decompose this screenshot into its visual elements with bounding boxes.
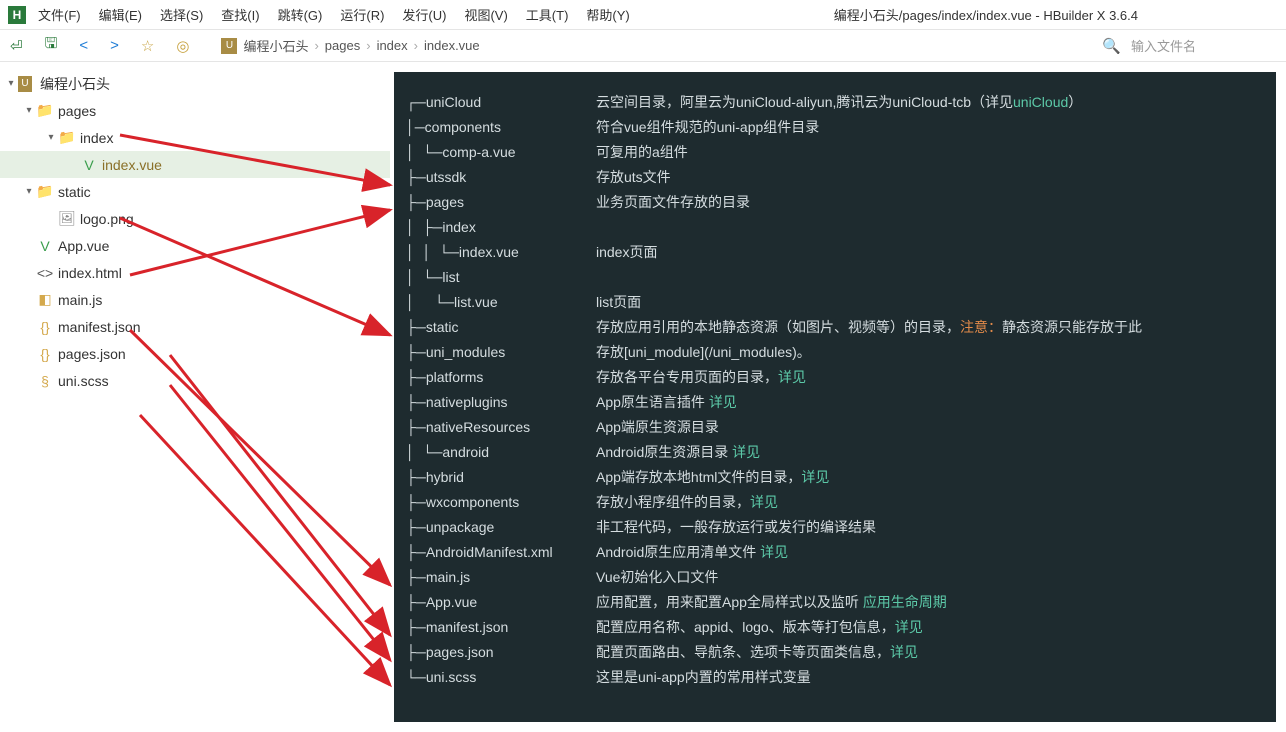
doc-line: ┌─uniCloud云空间目录，阿里云为uniCloud-aliyun,腾讯云为… — [406, 90, 1256, 115]
file-uni-scss[interactable]: §uni.scss — [0, 367, 390, 394]
menu-3[interactable]: 查找(I) — [221, 5, 259, 24]
search-placeholder: 输入文件名 — [1131, 36, 1196, 55]
tree-label: static — [58, 184, 91, 200]
doc-line: │ └─list — [406, 265, 1256, 290]
vue-icon: V — [80, 157, 98, 173]
json-icon: {} — [36, 346, 54, 362]
folder-pages[interactable]: ▾📁pages — [0, 97, 390, 124]
file-pages-json[interactable]: {}pages.json — [0, 340, 390, 367]
nav-forward-icon[interactable]: > — [110, 37, 119, 54]
json-icon: {} — [36, 319, 54, 335]
doc-line: ├─nativeResourcesApp端原生资源目录 — [406, 415, 1256, 440]
breadcrumb-part[interactable]: pages — [325, 38, 360, 53]
menu-2[interactable]: 选择(S) — [160, 5, 203, 24]
file-logo-png[interactable]: 🖼logo.png — [0, 205, 390, 232]
breadcrumb-part[interactable]: 编程小石头 — [243, 36, 308, 55]
doc-line: ├─uni_modules存放[uni_module](/uni_modules… — [406, 340, 1256, 365]
doc-line: ├─AndroidManifest.xmlAndroid原生应用清单文件 详见 — [406, 540, 1256, 565]
menu-8[interactable]: 工具(T) — [526, 5, 569, 24]
tree-label: index.html — [58, 265, 122, 281]
doc-line: ├─wxcomponents存放小程序组件的目录，详见 — [406, 490, 1256, 515]
search-file-icon: 🔍 — [1102, 37, 1121, 55]
breadcrumb-part[interactable]: index — [377, 38, 408, 53]
tree-label: App.vue — [58, 238, 109, 254]
back-terminal-icon[interactable]: ⏎ — [10, 37, 23, 55]
breadcrumb: U 编程小石头› pages› index› index.vue — [221, 36, 485, 55]
doc-line: ├─unpackage非工程代码，一般存放运行或发行的编译结果 — [406, 515, 1256, 540]
doc-line: ├─platforms存放各平台专用页面的目录，详见 — [406, 365, 1256, 390]
menu-5[interactable]: 运行(R) — [340, 5, 384, 24]
html-icon: <> — [36, 265, 54, 281]
vue-icon: V — [36, 238, 54, 254]
menubar: H 文件(F) 编辑(E) 选择(S) 查找(I) 跳转(G) 运行(R) 发行(U) 视图(… — [0, 0, 1286, 30]
doc-line: │ └─list.vuelist页面 — [406, 290, 1256, 315]
tree-label: pages.json — [58, 346, 126, 362]
doc-line: │─components符合vue组件规范的uni-app组件目录 — [406, 115, 1256, 140]
file-app-vue[interactable]: VApp.vue — [0, 232, 390, 259]
proj-icon: U — [18, 76, 36, 92]
menu-4[interactable]: 跳转(G) — [278, 5, 323, 24]
file-index-vue[interactable]: Vindex.vue — [0, 151, 390, 178]
breadcrumb-part[interactable]: index.vue — [424, 38, 480, 53]
folder-icon: 📁 — [36, 183, 54, 200]
folder-icon: 📁 — [36, 102, 54, 119]
file-main-js[interactable]: ◧main.js — [0, 286, 390, 313]
tree-label: index — [80, 130, 113, 146]
expand-arrow-icon[interactable]: ▾ — [22, 105, 36, 116]
menu-7[interactable]: 视图(V) — [464, 5, 507, 24]
tree-label: index.vue — [102, 157, 162, 173]
doc-line: ├─pages业务页面文件存放的目录 — [406, 190, 1256, 215]
star-icon[interactable]: ☆ — [141, 37, 154, 55]
doc-line: ├─static存放应用引用的本地静态资源（如图片、视频等）的目录，注意：静态资… — [406, 315, 1256, 340]
file-index-html[interactable]: <>index.html — [0, 259, 390, 286]
doc-line: ├─pages.json配置页面路由、导航条、选项卡等页面类信息，详见 — [406, 640, 1256, 665]
menu-0[interactable]: 文件(F) — [38, 5, 81, 24]
menu-1[interactable]: 编辑(E) — [99, 5, 142, 24]
folder-icon: 📁 — [58, 129, 76, 146]
doc-line: ├─manifest.json配置应用名称、appid、logo、版本等打包信息… — [406, 615, 1256, 640]
doc-line: │ └─androidAndroid原生资源目录 详见 — [406, 440, 1256, 465]
tree-label: pages — [58, 103, 96, 119]
doc-line: │ │ └─index.vueindex页面 — [406, 240, 1256, 265]
tree-label: manifest.json — [58, 319, 140, 335]
project-root[interactable]: ▾U编程小石头 — [0, 70, 390, 97]
file-search[interactable]: 🔍 输入文件名 — [1102, 36, 1196, 55]
doc-line: ├─nativepluginsApp原生语言插件 详见 — [406, 390, 1256, 415]
folder-index[interactable]: ▾📁index — [0, 124, 390, 151]
folder-static[interactable]: ▾📁static — [0, 178, 390, 205]
nav-back-icon[interactable]: < — [79, 37, 88, 54]
doc-line: │ └─comp-a.vue可复用的a组件 — [406, 140, 1256, 165]
editor-pane[interactable]: ┌─uniCloud云空间目录，阿里云为uniCloud-aliyun,腾讯云为… — [394, 72, 1276, 722]
window-title: 编程小石头/pages/index/index.vue - HBuilder X… — [834, 5, 1138, 24]
tree-label: uni.scss — [58, 373, 109, 389]
img-icon: 🖼 — [58, 210, 76, 227]
tree-label: 编程小石头 — [40, 74, 110, 94]
file-manifest-json[interactable]: {}manifest.json — [0, 313, 390, 340]
tree-label: logo.png — [80, 211, 134, 227]
app-logo-icon: H — [8, 6, 26, 24]
doc-line: ├─utssdk存放uts文件 — [406, 165, 1256, 190]
target-icon[interactable]: ◎ — [176, 37, 189, 55]
expand-arrow-icon[interactable]: ▾ — [44, 132, 58, 143]
doc-line: └─uni.scss这里是uni-app内置的常用样式变量 — [406, 665, 1256, 690]
expand-arrow-icon[interactable]: ▾ — [4, 78, 18, 89]
breadcrumb-project-icon: U — [221, 38, 237, 54]
menu-9[interactable]: 帮助(Y) — [586, 5, 629, 24]
doc-line: ├─App.vue应用配置，用来配置App全局样式以及监听 应用生命周期 — [406, 590, 1256, 615]
toolbar: ⏎ 🖫 < > ☆ ◎ U 编程小石头› pages› index› index… — [0, 30, 1286, 62]
doc-line: ├─main.jsVue初始化入口文件 — [406, 565, 1256, 590]
js-icon: ◧ — [36, 291, 54, 308]
doc-line: │ ├─index — [406, 215, 1256, 240]
doc-line: ├─hybridApp端存放本地html文件的目录，详见 — [406, 465, 1256, 490]
save-icon[interactable]: 🖫 — [45, 33, 58, 58]
scss-icon: § — [36, 373, 54, 389]
file-tree: ▾U编程小石头▾📁pages▾📁indexVindex.vue▾📁static🖼… — [0, 62, 390, 732]
menu-6[interactable]: 发行(U) — [402, 5, 446, 24]
tree-label: main.js — [58, 292, 102, 308]
expand-arrow-icon[interactable]: ▾ — [22, 186, 36, 197]
